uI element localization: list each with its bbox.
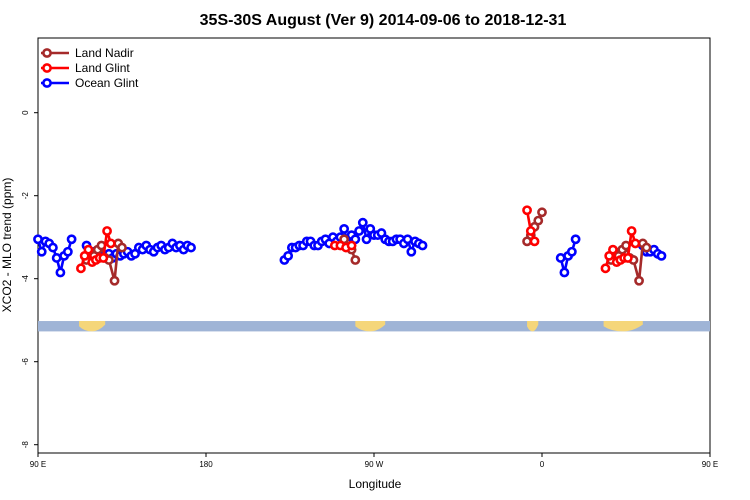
ocean-glint-point-3-12 (417, 240, 428, 251)
chart-title: 35S-30S August (Ver 9) 2014-09-06 to 201… (200, 12, 567, 29)
land-ocean-strip (38, 321, 710, 332)
land-glint-point-2-0 (522, 205, 532, 216)
land-band-1 (355, 321, 386, 332)
land-glint-point-3-7 (626, 226, 637, 236)
ocean-glint-point-0-0 (33, 234, 43, 245)
y-tick-label-2: -4 (21, 275, 30, 283)
x-tick-label-3: 0 (540, 460, 545, 469)
ocean-glint-point-3-9 (406, 246, 417, 257)
ocean-glint-point-1-28 (186, 242, 196, 253)
land-nadir-point-0-7 (109, 275, 120, 286)
land-glint-point-3-6 (622, 253, 633, 263)
ocean-glint-point-0-1 (36, 246, 47, 257)
x-tick-label-1: 180 (199, 460, 213, 469)
land-nadir-point-0-9 (117, 242, 127, 253)
land-nadir-point-3-7 (634, 275, 644, 286)
ocean-glint-point-2-16 (339, 223, 350, 234)
y-axis: 0 -2 -4 -6 -8 (21, 110, 38, 448)
land-band-0 (79, 321, 106, 332)
x-tick-label-0: 90 E (30, 460, 46, 469)
land-glint-point-0-7 (102, 226, 112, 236)
land-nadir-point-1-3 (533, 215, 544, 226)
land-glint-point-0-0 (76, 263, 86, 274)
legend-marker-ocean-glint (42, 78, 52, 88)
land-glint-point-0-2 (83, 244, 94, 255)
y-axis-label: XCO2 - MLO trend (ppm) (0, 178, 14, 313)
y-tick-label-0: 0 (21, 110, 30, 115)
y-tick-label-1: -2 (21, 192, 30, 200)
x-axis-label: Longitude (349, 477, 402, 491)
land-band-2 (527, 321, 539, 332)
land-glint-point-0-8 (105, 238, 116, 249)
ocean-glint-point-0-6 (55, 267, 66, 278)
ocean-glint-point-2-1 (283, 250, 294, 261)
ocean-glint-point-5-5 (656, 250, 667, 261)
y-tick-label-3: -6 (21, 358, 30, 366)
land-glint-point-3-2 (608, 244, 618, 255)
land-band-3 (603, 321, 643, 332)
x-tick-label-4: 90 E (702, 460, 718, 469)
legend-label-land-glint: Land Glint (75, 61, 130, 75)
ocean-glint-point-0-4 (48, 242, 58, 253)
ocean-glint-point-0-9 (66, 234, 77, 245)
land-glint-point-2-1 (525, 226, 536, 236)
ocean-glint-point-4-1 (559, 267, 570, 278)
series-layer (33, 205, 667, 286)
legend-marker-land-glint (42, 63, 52, 73)
legend-label-land-nadir: Land Nadir (75, 46, 134, 60)
ocean-glint-point-2-22 (361, 234, 372, 245)
ocean-glint-point-2-20 (354, 226, 364, 236)
ocean-glint-point-4-3 (566, 246, 577, 257)
y-tick-label-4: -8 (21, 441, 30, 449)
land-glint-point-1-3 (346, 240, 357, 251)
land-glint-point-3-0 (600, 263, 611, 274)
ocean-glint-point-2-21 (357, 217, 368, 228)
x-tick-label-2: 90 W (365, 460, 384, 469)
legend-marker-land-nadir (42, 48, 52, 58)
land-glint-point-0-6 (98, 253, 109, 263)
x-axis: 90 E 180 90 W 0 90 E (30, 453, 718, 469)
legend-label-ocean-glint: Ocean Glint (75, 76, 139, 90)
ocean-glint-point-3-8 (402, 234, 413, 245)
land-glint-point-3-8 (630, 238, 641, 249)
land-glint-point-2-2 (529, 236, 540, 247)
ocean-glint-point-4-0 (555, 253, 566, 263)
land-nadir-point-3-9 (641, 242, 652, 253)
land-nadir-point-2-2 (350, 255, 361, 265)
ocean-glint-point-0-8 (62, 246, 73, 257)
land-nadir-point-1-4 (537, 207, 547, 218)
ocean-glint-point-4-4 (570, 234, 581, 245)
ocean-glint-point-0-5 (51, 253, 62, 263)
